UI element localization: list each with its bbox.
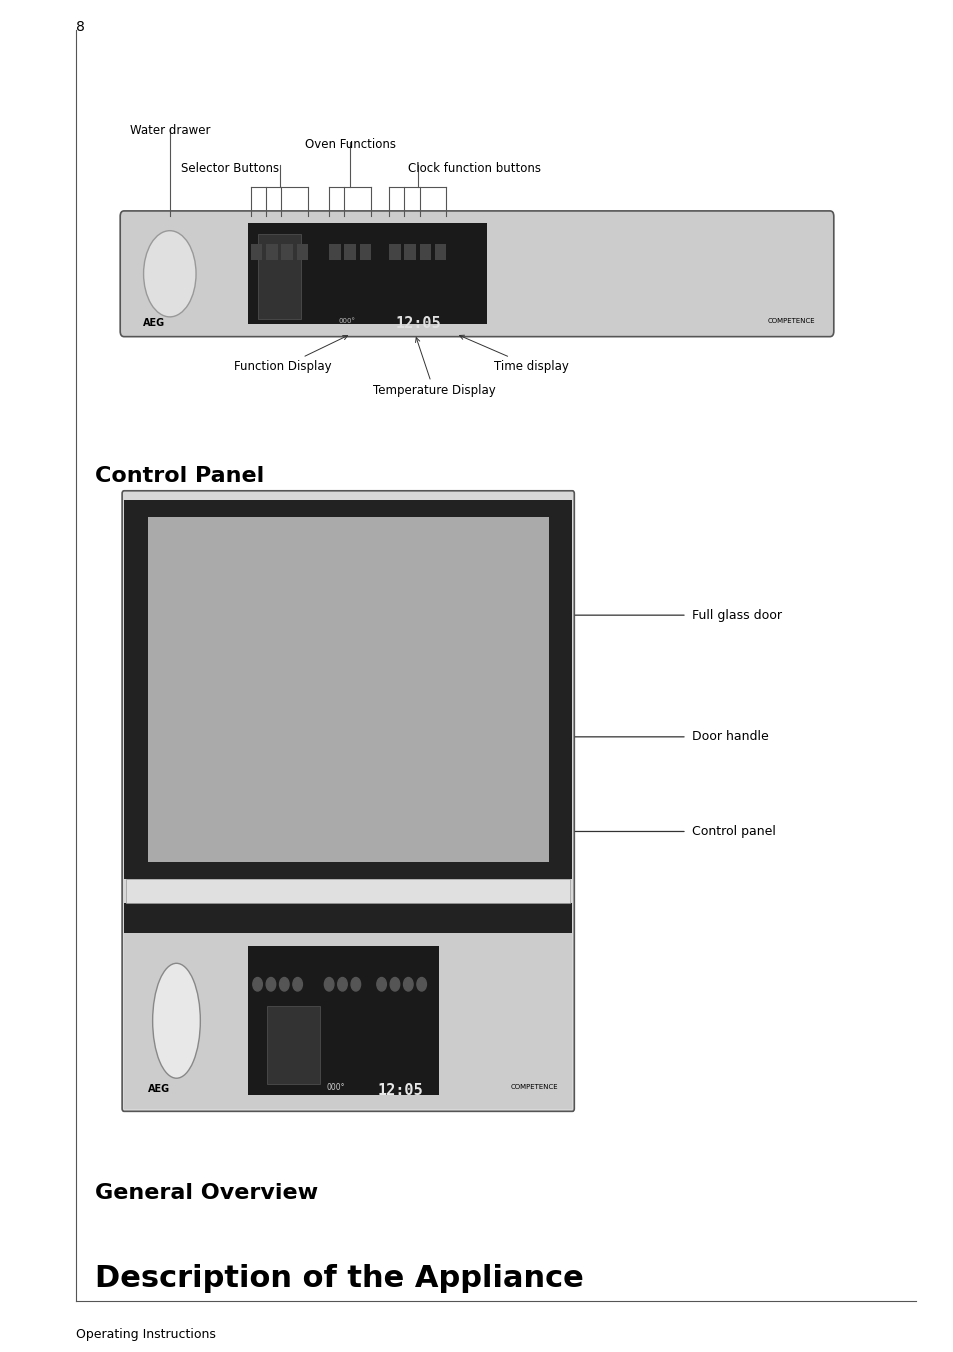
Circle shape: [324, 977, 334, 991]
Ellipse shape: [152, 963, 200, 1079]
Text: COMPETENCE: COMPETENCE: [767, 318, 815, 323]
Text: AEG: AEG: [143, 318, 165, 327]
Bar: [435, 243, 446, 260]
Text: Clock function buttons: Clock function buttons: [408, 162, 540, 176]
Bar: [248, 946, 438, 1095]
Bar: [359, 243, 371, 260]
Text: Oven Functions: Oven Functions: [304, 138, 395, 151]
Text: General Overview: General Overview: [95, 1183, 318, 1203]
Circle shape: [279, 977, 289, 991]
Bar: [266, 243, 277, 260]
Bar: [257, 234, 300, 319]
Text: Door handle: Door handle: [691, 730, 767, 744]
Bar: [267, 1006, 319, 1084]
Ellipse shape: [143, 231, 196, 316]
Bar: [124, 500, 572, 879]
FancyBboxPatch shape: [122, 491, 574, 1111]
Circle shape: [351, 977, 360, 991]
FancyBboxPatch shape: [120, 211, 833, 337]
Bar: [389, 243, 400, 260]
Bar: [344, 243, 355, 260]
Bar: [126, 879, 570, 903]
Text: Operating Instructions: Operating Instructions: [76, 1328, 216, 1341]
Bar: [281, 243, 293, 260]
Bar: [404, 243, 416, 260]
Circle shape: [390, 977, 399, 991]
Text: 12:05: 12:05: [395, 316, 441, 331]
Text: Control panel: Control panel: [691, 825, 775, 838]
Text: Selector Buttons: Selector Buttons: [181, 162, 279, 176]
Text: COMPETENCE: COMPETENCE: [510, 1084, 558, 1090]
Circle shape: [403, 977, 413, 991]
Text: AEG: AEG: [148, 1084, 170, 1094]
Bar: [419, 243, 431, 260]
Circle shape: [376, 977, 386, 991]
Text: Function Display: Function Display: [234, 335, 347, 373]
Circle shape: [337, 977, 347, 991]
Bar: [124, 933, 572, 1109]
Text: Time display: Time display: [459, 335, 568, 373]
Text: 000°: 000°: [326, 1083, 344, 1092]
Text: 8: 8: [76, 20, 85, 34]
Text: 000°: 000°: [338, 318, 355, 324]
Circle shape: [266, 977, 275, 991]
Text: Water drawer: Water drawer: [130, 124, 210, 138]
Bar: [148, 518, 548, 863]
Circle shape: [293, 977, 302, 991]
Bar: [248, 223, 486, 324]
Text: Full glass door: Full glass door: [691, 608, 781, 622]
Text: Description of the Appliance: Description of the Appliance: [95, 1264, 583, 1293]
Circle shape: [416, 977, 426, 991]
Text: Temperature Display: Temperature Display: [373, 338, 495, 397]
Bar: [296, 243, 308, 260]
Bar: [124, 903, 572, 933]
Bar: [329, 243, 340, 260]
Bar: [251, 243, 262, 260]
Text: 12:05: 12:05: [377, 1083, 423, 1098]
Text: Control Panel: Control Panel: [95, 466, 264, 487]
Circle shape: [253, 977, 262, 991]
